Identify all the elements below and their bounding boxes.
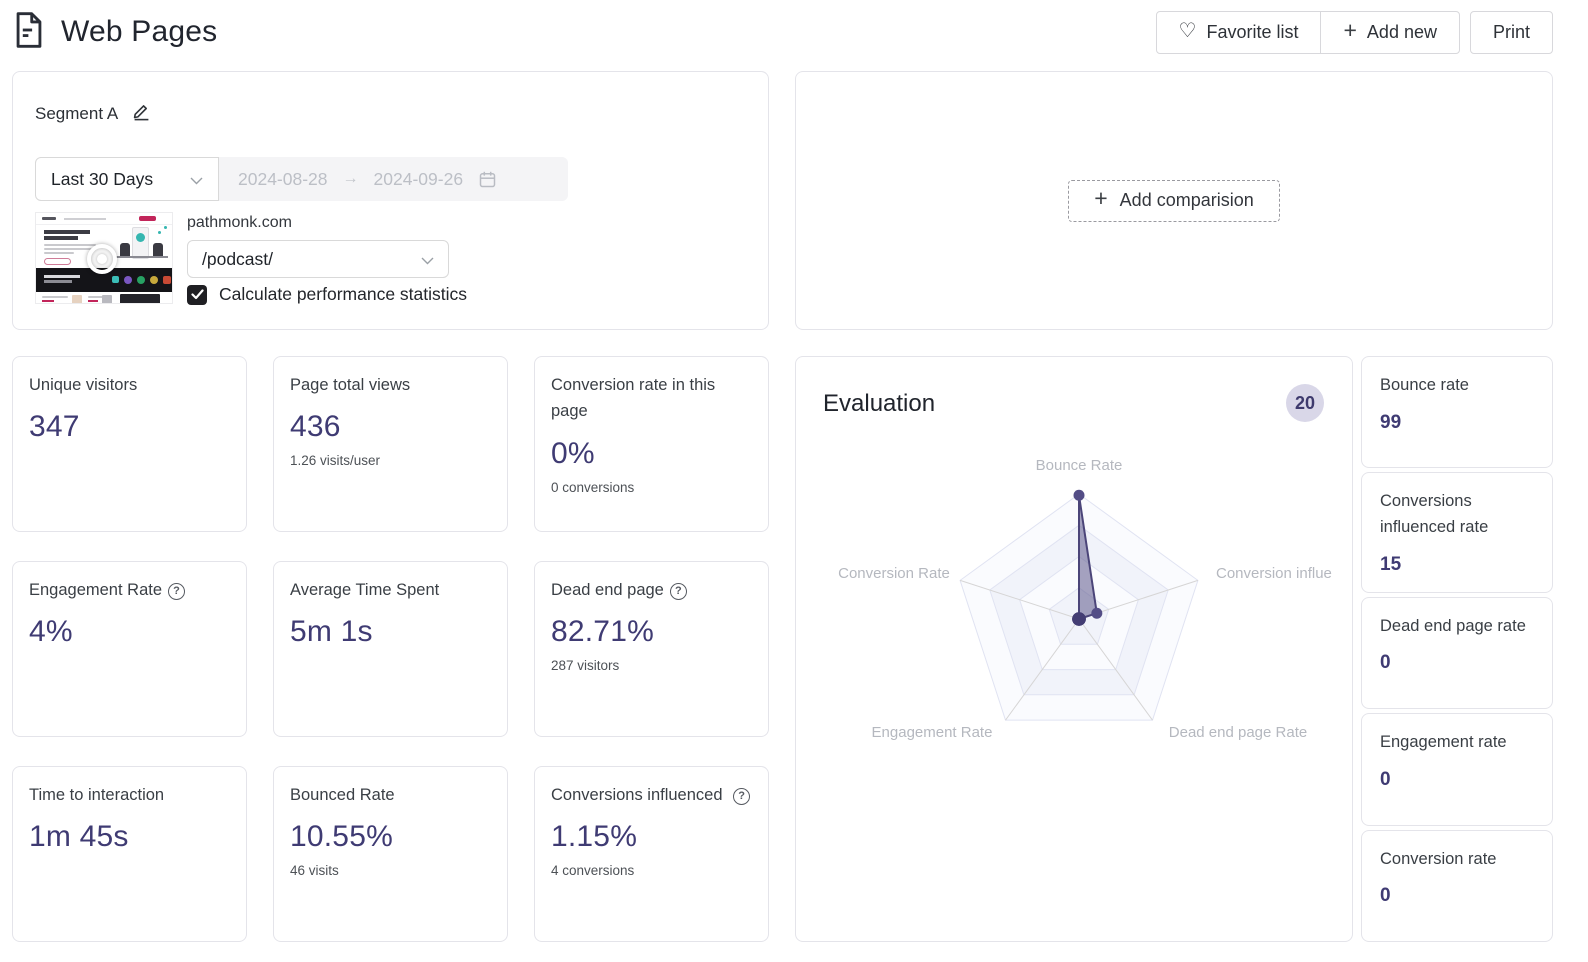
comparison-card: + Add comparision <box>795 71 1553 330</box>
metric-card-average-time-spent: Average Time Spent 5m 1s <box>273 561 508 737</box>
metrics-grid: Unique visitors 347 Page total views 436… <box>12 356 769 942</box>
metric-sub: 4 conversions <box>551 863 635 879</box>
metric-value: 1.15% <box>551 820 638 854</box>
date-range-field: 2024-08-28 → 2024-09-26 <box>219 157 568 201</box>
evaluation-card: Bounce Rate Conversion influe Dead end pag… <box>795 356 1353 942</box>
metric-title: Dead end page <box>551 581 664 599</box>
evaluation-sidebar: Bounce rate 99 Conversions influenced ra… <box>1361 356 1553 942</box>
metric-title: Page total views <box>290 376 411 394</box>
metric-title: Conversions influenced <box>551 786 723 804</box>
metric-value: 436 <box>290 410 341 444</box>
metric-title: Conversion rate in this page <box>551 376 716 421</box>
print-button[interactable]: Print <box>1469 10 1553 54</box>
metric-value: 10.55% <box>290 820 393 854</box>
evaluation-section: Bounce Rate Conversion influe Dead end pag… <box>795 356 1553 942</box>
eval-stat-conversion-rate: Conversion rate 0 <box>1361 829 1553 942</box>
metric-sub: 1.26 visits/user <box>290 453 381 469</box>
page-thumbnail <box>35 212 173 304</box>
calc-stats-label: Calculate performance statistics <box>219 284 468 304</box>
metric-value: 1m 45s <box>29 820 129 854</box>
calc-stats-checkbox[interactable] <box>187 284 207 305</box>
metric-value: 0% <box>551 436 595 470</box>
radar-axis-label: Dead end page Rate <box>1169 724 1307 741</box>
metric-sub: 287 visitors <box>551 658 620 674</box>
help-icon[interactable] <box>733 788 751 806</box>
favorite-list-button[interactable]: ♡ Favorite list <box>1155 10 1322 54</box>
segment-config-card: Segment A Last 30 Days 2024-08-28 → 2024… <box>12 71 769 330</box>
metric-card-bounced-rate: Bounced Rate 10.55% 46 visits <box>273 766 508 942</box>
radar-axis-label: Conversion Rate <box>838 565 950 582</box>
add-comparison-button[interactable]: + Add comparision <box>1068 179 1280 222</box>
radar-axis-label: Engagement Rate <box>872 724 993 741</box>
evaluation-radar-chart: Bounce Rate Conversion influe Dead end pag… <box>838 457 1332 741</box>
chevron-down-icon <box>421 249 434 270</box>
calendar-icon <box>478 170 497 189</box>
metric-title: Engagement Rate <box>29 581 163 599</box>
metric-sub: 46 visits <box>290 863 339 879</box>
metric-sub: 0 conversions <box>551 479 635 495</box>
page-path-select[interactable]: /podcast/ <box>187 240 449 278</box>
evaluation-score-badge: 20 <box>1286 384 1324 422</box>
edit-pencil-icon[interactable] <box>132 102 151 126</box>
add-new-button[interactable]: + Add new <box>1320 10 1460 54</box>
metric-card-conversion-rate-page: Conversion rate in this page 0% 0 conver… <box>534 356 769 532</box>
radar-axis-label: Bounce Rate <box>1036 457 1123 474</box>
document-icon <box>14 11 44 53</box>
evaluation-title: Evaluation <box>823 390 936 417</box>
eval-stat-conversions-influenced-rate: Conversions influenced rate 15 <box>1361 472 1553 593</box>
metric-value: 347 <box>29 410 80 444</box>
preview-eye-icon[interactable] <box>87 244 117 274</box>
heart-icon: ♡ <box>1178 20 1197 42</box>
eval-stat-engagement-rate: Engagement rate 0 <box>1361 713 1553 826</box>
metric-title: Time to interaction <box>29 786 165 804</box>
page-title: Web Pages <box>61 15 218 48</box>
metric-title: Average Time Spent <box>290 581 440 599</box>
metric-value: 5m 1s <box>290 615 373 649</box>
help-icon[interactable] <box>168 583 186 601</box>
page-header: Web Pages ♡ Favorite list + Add new Prin… <box>0 0 1588 54</box>
metric-value: 82.71% <box>551 615 654 649</box>
period-select[interactable]: Last 30 Days <box>35 157 219 201</box>
date-start: 2024-08-28 <box>238 168 328 189</box>
metric-card-unique-visitors: Unique visitors 347 <box>12 356 247 532</box>
metric-card-page-total-views: Page total views 436 1.26 visits/user <box>273 356 508 532</box>
metric-card-time-to-interaction: Time to interaction 1m 45s <box>12 766 247 942</box>
eval-stat-dead-end-page-rate: Dead end page rate 0 <box>1361 596 1553 710</box>
radar-axis-label: Conversion influe <box>1216 565 1332 582</box>
arrow-right-icon: → <box>342 170 359 187</box>
metric-card-conversions-influenced: Conversions influenced 1.15% 4 conversio… <box>534 766 769 942</box>
metric-title: Bounced Rate <box>290 786 395 804</box>
site-domain: pathmonk.com <box>187 214 292 231</box>
segment-name: Segment A <box>35 104 119 123</box>
chevron-down-icon <box>190 169 203 190</box>
metric-value: 4% <box>29 615 73 649</box>
help-icon[interactable] <box>669 583 687 601</box>
header-button-group: ♡ Favorite list + Add new <box>1155 10 1460 54</box>
metric-title: Unique visitors <box>29 376 138 394</box>
plus-icon: + <box>1343 16 1357 43</box>
metric-card-engagement-rate: Engagement Rate 4% <box>12 561 247 737</box>
eval-stat-bounce-rate: Bounce rate 99 <box>1361 356 1553 469</box>
plus-icon: + <box>1094 185 1108 211</box>
date-end: 2024-09-26 <box>373 168 464 189</box>
metric-card-dead-end-page: Dead end page 82.71% 287 visitors <box>534 561 769 737</box>
